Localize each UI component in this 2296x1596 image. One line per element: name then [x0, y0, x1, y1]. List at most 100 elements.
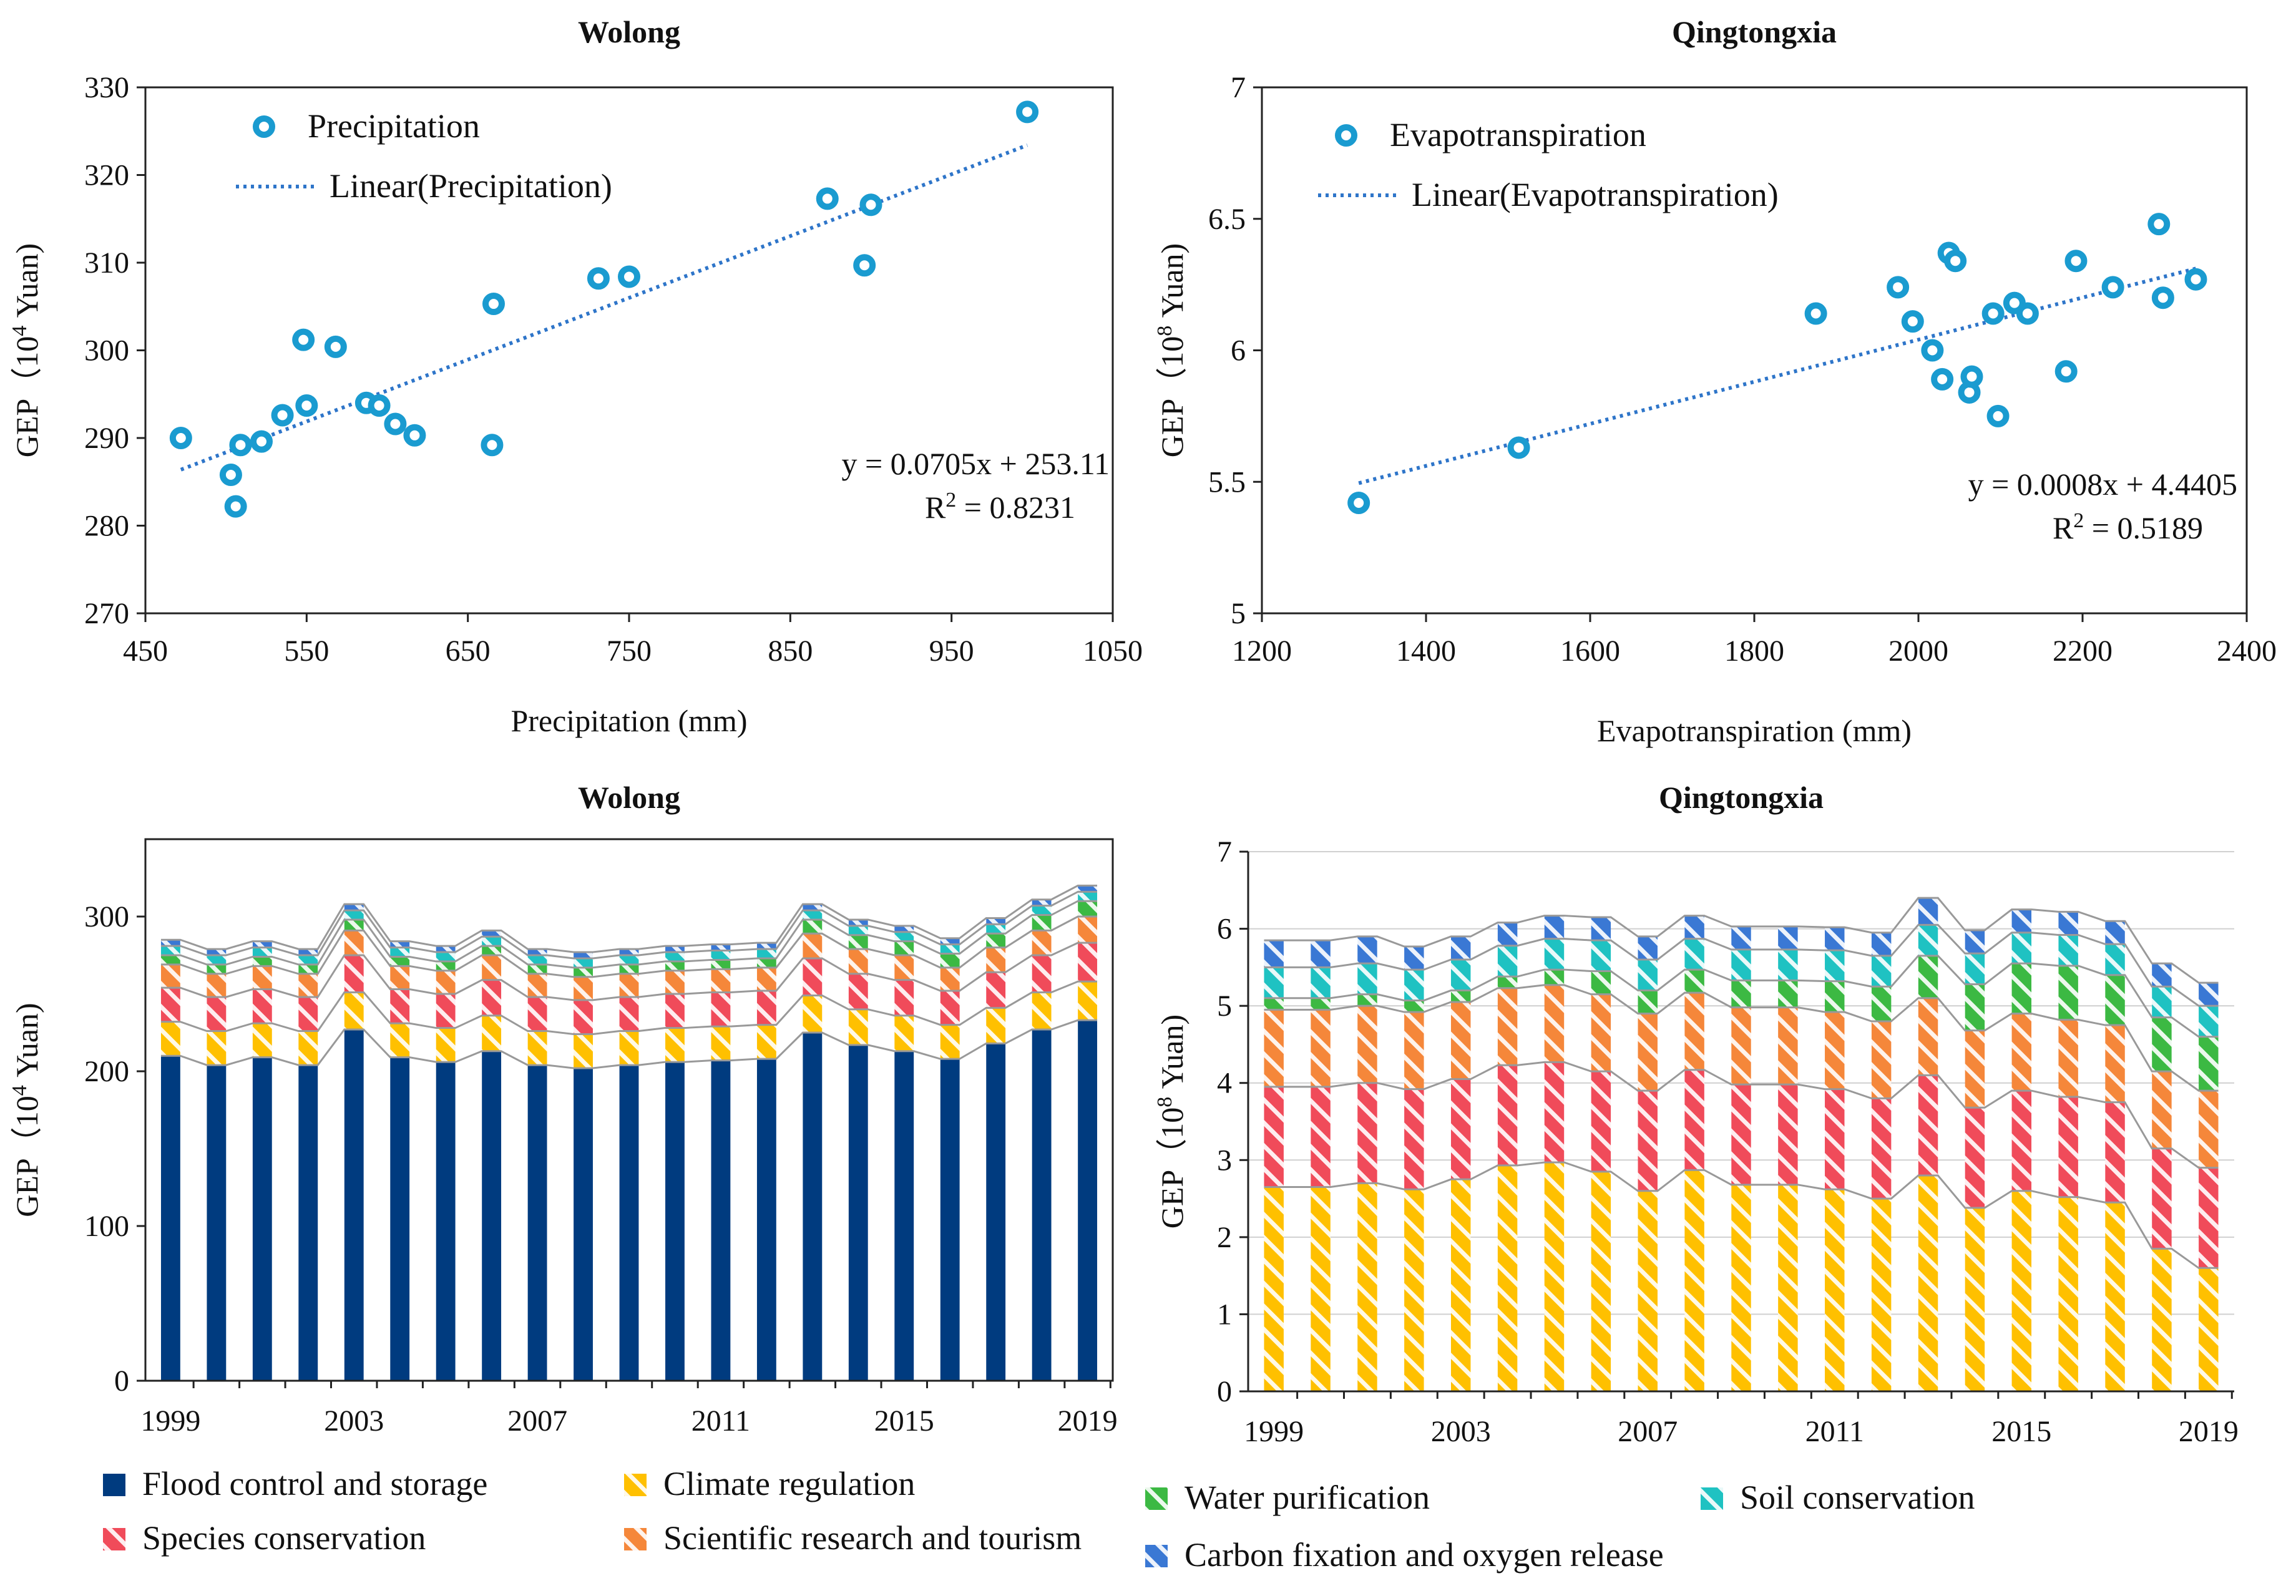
- plot-frame: [144, 86, 1114, 615]
- bar-flood-control-and-storage: [940, 1059, 960, 1381]
- y-tick-label: 320: [84, 159, 129, 192]
- bar-scientific-research-and-tourism: [803, 933, 823, 958]
- bar-soil-conservation: [1684, 938, 1704, 970]
- y-axis-label: GEP（104 Yuan): [8, 243, 44, 457]
- bar-scientific-research-and-tourism: [619, 973, 639, 997]
- bar-climate-regulation: [1731, 1184, 1751, 1391]
- x-tick-label: 2200: [2053, 635, 2113, 668]
- x-tick-label: 2011: [1805, 1415, 1864, 1448]
- bar-water-purification: [1965, 984, 1985, 1031]
- bar-scientific-research-and-tourism: [436, 970, 456, 994]
- trend-line: [1358, 266, 2197, 485]
- bar-climate-regulation: [2105, 1202, 2125, 1391]
- bar-water-purification: [756, 958, 776, 968]
- data-point: [1931, 367, 1954, 391]
- data-point: [1960, 365, 1983, 388]
- bar-species-conservation: [1965, 1107, 1985, 1208]
- bar-species-conservation: [252, 989, 272, 1024]
- bar-water-purification: [1311, 998, 1331, 1010]
- y-tick-label: 270: [84, 597, 129, 630]
- bar-carbon-fixation-and-oxygen-release: [1684, 915, 1704, 939]
- data-point: [1986, 404, 2010, 427]
- bar-soil-conservation: [1497, 945, 1518, 977]
- x-tick-label: 1400: [1396, 635, 1456, 668]
- x-tick-label: 2015: [874, 1404, 934, 1438]
- x-tick-label: 850: [768, 635, 813, 668]
- bar-climate-regulation: [756, 1024, 776, 1059]
- bar-carbon-fixation-and-oxygen-release: [1591, 917, 1611, 941]
- x-tick-label: 550: [284, 635, 329, 668]
- bar-climate-regulation: [619, 1031, 639, 1066]
- data-point: [295, 394, 318, 417]
- bar-species-conservation: [986, 972, 1006, 1008]
- data-point: [271, 404, 294, 427]
- bar-climate-regulation: [803, 995, 823, 1033]
- data-point: [219, 464, 242, 487]
- bar-water-purification: [1825, 981, 1845, 1013]
- bar-water-purification: [298, 964, 318, 974]
- bar-carbon-fixation-and-oxygen-release: [1638, 936, 1658, 960]
- bar-water-purification: [527, 964, 547, 974]
- bar-scientific-research-and-tourism: [2011, 1013, 2032, 1091]
- data-point: [1347, 491, 1370, 514]
- bar-scientific-research-and-tourism: [252, 966, 272, 990]
- bar-water-purification: [2199, 1036, 2219, 1091]
- bar-water-purification: [1591, 971, 1611, 995]
- bar-water-purification: [619, 964, 639, 974]
- panel-wolong-stacked-bar: Wolong 0 100 200 300 1999 2003 2007 2011 2015 2019…: [8, 780, 1118, 1438]
- legend-swatch-flood-control-and-storage: [103, 1474, 125, 1496]
- y-tick-label: 0: [1217, 1375, 1232, 1408]
- x-tick-label: 2000: [1888, 635, 1948, 668]
- bar-carbon-fixation-and-oxygen-release: [894, 925, 914, 932]
- bar-climate-regulation: [1544, 1162, 1565, 1391]
- legend-label-scientific-research-and-tourism: Scientific research and tourism: [663, 1519, 1082, 1557]
- bar-flood-control-and-storage: [848, 1044, 868, 1381]
- bar-flood-control-and-storage: [1032, 1029, 1052, 1381]
- y-tick-label: 310: [84, 246, 129, 280]
- bar-species-conservation: [2105, 1102, 2125, 1203]
- bar-water-purification: [574, 967, 593, 977]
- bar-water-purification: [2105, 975, 2125, 1026]
- bar-species-conservation: [2011, 1091, 2032, 1191]
- bar-species-conservation: [2199, 1167, 2219, 1268]
- bar-climate-regulation: [298, 1031, 318, 1066]
- bar-carbon-fixation-and-oxygen-release: [1778, 926, 1798, 950]
- bar-flood-control-and-storage: [298, 1065, 318, 1381]
- data-point: [224, 495, 247, 518]
- bar-carbon-fixation-and-oxygen-release: [298, 949, 318, 955]
- bar-soil-conservation: [2105, 944, 2125, 975]
- bar-flood-control-and-storage: [665, 1062, 685, 1381]
- bar-carbon-fixation-and-oxygen-release: [2011, 909, 2032, 933]
- bar-scientific-research-and-tourism: [2199, 1091, 2219, 1168]
- y-axis-label: GEP（108 Yuan): [1153, 1015, 1190, 1229]
- bar-climate-regulation: [1918, 1175, 1938, 1391]
- y-tick-label: 290: [84, 422, 129, 455]
- bar-species-conservation: [1544, 1062, 1565, 1162]
- bar-water-purification: [436, 961, 456, 971]
- panel-wolong-scatter: Wolong 270 280 290 300 310 320 330 450 550 650 750 8…: [8, 14, 1143, 738]
- legend-swatch-species-conservation: [103, 1528, 125, 1550]
- bar-climate-regulation: [940, 1024, 960, 1059]
- bar-soil-conservation: [1264, 967, 1284, 998]
- bar-carbon-fixation-and-oxygen-release: [252, 941, 272, 948]
- bar-species-conservation: [1078, 943, 1098, 982]
- series-line-species-conservation: [160, 942, 1098, 1001]
- x-tick-label: 2015: [1991, 1415, 2051, 1448]
- bar-water-purification: [2058, 965, 2078, 1020]
- series-line-carbon-fixation-and-oxygen-release: [1264, 897, 2219, 984]
- bar-carbon-fixation-and-oxygen-release: [1544, 915, 1565, 939]
- x-tick-label: 450: [123, 635, 168, 668]
- bar-climate-regulation: [1825, 1189, 1845, 1391]
- bar-soil-conservation: [2011, 932, 2032, 964]
- bar-scientific-research-and-tourism: [1965, 1030, 1985, 1108]
- bar-carbon-fixation-and-oxygen-release: [986, 918, 1006, 925]
- y-tick-label: 330: [84, 71, 129, 104]
- bar-species-conservation: [527, 996, 547, 1031]
- bar-species-conservation: [665, 994, 685, 1028]
- bar-scientific-research-and-tourism: [940, 967, 960, 991]
- bar-water-purification: [160, 955, 180, 965]
- bar-water-purification: [2011, 963, 2032, 1014]
- data-point: [618, 265, 640, 288]
- bar-scientific-research-and-tourism: [1638, 1013, 1658, 1091]
